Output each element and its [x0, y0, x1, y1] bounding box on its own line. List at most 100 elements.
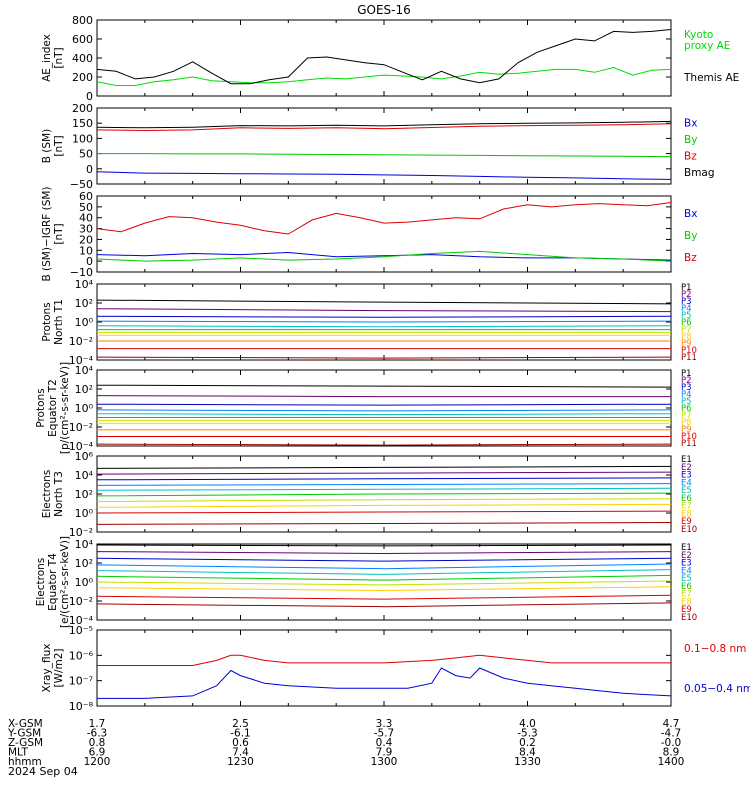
series-line-e2 — [97, 471, 671, 475]
series-group — [97, 120, 671, 180]
legend-label: P8 — [681, 418, 692, 428]
y-axis-label: Equator T2 — [47, 379, 59, 437]
legend-label: By — [684, 134, 697, 146]
legend-label: P10 — [681, 346, 697, 356]
legend-label: By — [684, 230, 697, 242]
panel-e_eq: 10⁻⁴ 10⁻² 10⁰ 10² 10⁴ Electrons Equator T4 [e/(… — [35, 536, 697, 628]
series-line-e9 — [97, 594, 671, 600]
legend-label: E6 — [681, 582, 692, 592]
legend-label: E3 — [681, 471, 692, 481]
series-line-e5 — [97, 569, 671, 575]
series-line-e6 — [97, 574, 671, 581]
y-axis-label: [nT] — [53, 135, 65, 156]
legend-label: P5 — [681, 397, 692, 407]
y-tick-label: 10² — [75, 557, 93, 570]
legend-label: P7 — [681, 325, 692, 335]
legend-label: Bmag — [684, 167, 715, 179]
legend-label: E5 — [681, 574, 692, 584]
y-tick-label: 800 — [72, 14, 93, 27]
y-tick-label: 10⁻⁷ — [69, 675, 93, 688]
series-line-bz — [97, 202, 671, 235]
footer-row-label: Y-GSM — [7, 728, 41, 740]
series-line-e9 — [97, 510, 671, 514]
series-line-e4 — [97, 483, 671, 486]
y-tick-label: 200 — [72, 102, 93, 115]
series-line-by — [97, 153, 671, 158]
series-line-p11 — [97, 356, 671, 359]
footer-value: 1400 — [658, 756, 685, 768]
footer-value: 6.9 — [89, 747, 106, 759]
series-line-p4 — [97, 409, 671, 412]
legend-label: P3 — [681, 383, 692, 393]
series-line-e6 — [97, 492, 671, 497]
series-line-p1 — [97, 299, 671, 305]
y-tick-label: 10⁴ — [75, 278, 94, 291]
y-tick-label: 0 — [86, 255, 93, 268]
y-tick-label: 10⁻² — [69, 526, 93, 539]
panel-p_north: 10⁻⁴ 10⁻² 10⁰ 10² 10⁴ Protons North T1 P1P2P3P4… — [41, 278, 697, 367]
legend-label: proxy AE — [684, 40, 730, 52]
y-tick-label: 0 — [86, 163, 93, 176]
legend-label: P4 — [681, 304, 692, 314]
y-tick-label: 10⁻⁴ — [69, 614, 94, 627]
footer-value: 2.5 — [232, 718, 249, 730]
y-axis-label: Equator T4 — [47, 553, 59, 611]
y-tick-label: 10⁴ — [75, 364, 94, 377]
panel-frame — [96, 369, 672, 447]
footer-row-label: hhmm — [8, 756, 42, 768]
series-line-e7 — [97, 498, 671, 503]
y-axis-label: AE_index — [41, 34, 53, 82]
legend-label: P6 — [681, 318, 692, 328]
y-tick-label: 200 — [72, 71, 93, 84]
y-tick-label: 150 — [72, 117, 93, 130]
series-line-p4 — [97, 320, 671, 323]
series-line-e2 — [97, 551, 671, 555]
y-tick-label: 10⁻² — [69, 421, 93, 434]
legend-label: P5 — [681, 311, 692, 321]
footer-row-label: X-GSM — [8, 718, 43, 730]
series-line-e7 — [97, 580, 671, 586]
series-line-e5 — [97, 487, 671, 491]
legend-label: P11 — [681, 353, 697, 363]
legend-label: Kyoto — [684, 29, 713, 41]
series-line-p11 — [97, 443, 671, 446]
y-tick-label: 10² — [75, 488, 93, 501]
y-tick-label: 10⁻² — [69, 335, 93, 348]
y-axis-label: Xray_flux — [41, 644, 53, 693]
y-axis-label: [nT] — [53, 223, 65, 244]
series-group — [97, 654, 671, 699]
series-group — [97, 202, 671, 262]
series-group — [97, 29, 671, 86]
series-line-p2 — [97, 308, 671, 313]
y-axis-label: Electrons — [41, 470, 53, 519]
series-line-kyoto-proxy-ae — [97, 66, 671, 86]
footer-value: -6.3 — [87, 728, 108, 740]
y-axis-label: B (SM)−IGRF (SM) — [41, 186, 53, 281]
legend-label: P10 — [681, 432, 697, 442]
legend-label: P1 — [681, 369, 692, 379]
panel-bsm: −50 0 50 100 150 200 B (SM) [nT] Bx By Bz Bmag — [41, 102, 715, 191]
legend-label: P2 — [681, 290, 692, 300]
y-tick-label: 10⁻⁵ — [69, 624, 93, 637]
y-tick-label: 10⁻² — [69, 595, 93, 608]
legend-label: E6 — [681, 494, 692, 504]
series-line-e3 — [97, 557, 671, 562]
y-tick-label: 100 — [72, 132, 93, 145]
legend-label: Bx — [684, 117, 697, 129]
legend-label: P6 — [681, 404, 692, 414]
footer-value: 0.8 — [89, 737, 106, 749]
y-tick-label: 10⁰ — [75, 316, 94, 329]
y-axis-label: Protons — [35, 388, 47, 427]
legend-label: E10 — [681, 613, 697, 623]
y-axis-label: [W/m2] — [53, 648, 65, 687]
legend-label: E2 — [681, 463, 692, 473]
y-tick-label: 10⁴ — [75, 469, 94, 482]
footer-value: 4.0 — [519, 718, 536, 730]
y-tick-label: 400 — [72, 52, 93, 65]
legend-label: P7 — [681, 411, 692, 421]
legend-label: P4 — [681, 390, 692, 400]
series-line-0-05-0-4-nm — [97, 667, 671, 699]
legend-label: E1 — [681, 455, 692, 465]
